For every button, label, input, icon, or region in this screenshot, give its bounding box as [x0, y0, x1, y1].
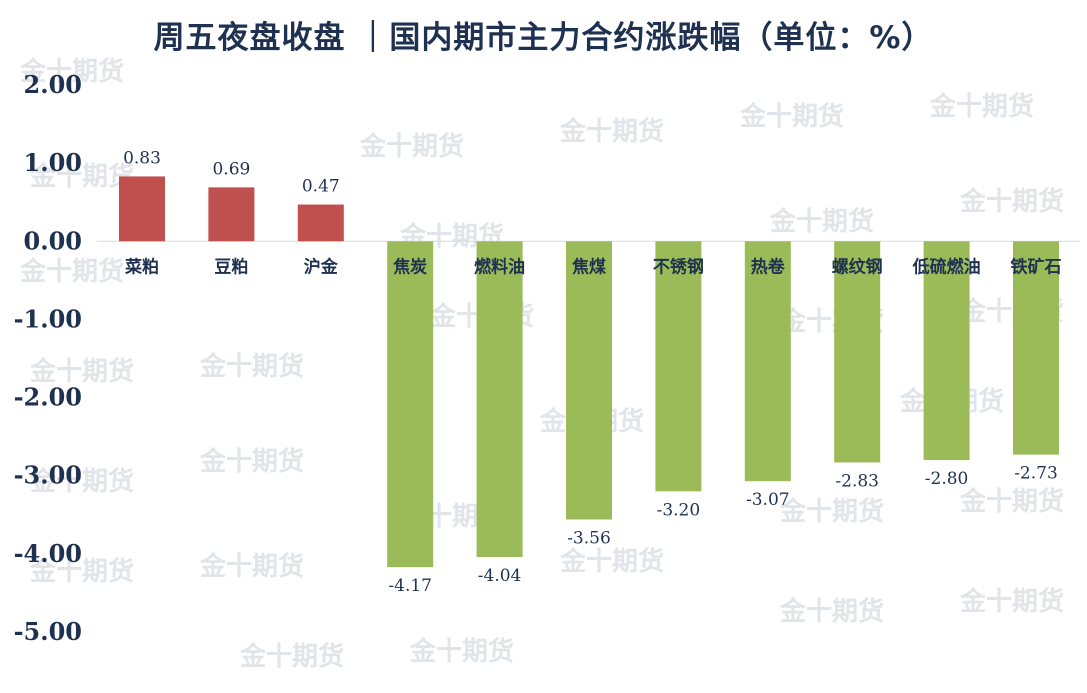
category-label: 燃料油 — [474, 256, 525, 277]
bar — [923, 241, 970, 461]
watermark-text: 金十期货 — [959, 186, 1064, 217]
watermark-text: 金十期货 — [29, 356, 134, 387]
bar — [566, 241, 612, 520]
category-label: 豆粕 — [214, 256, 248, 277]
bar — [208, 187, 255, 242]
watermark-text: 金十期货 — [29, 466, 134, 497]
y-tick-label: -3.00 — [14, 461, 82, 490]
watermark-text: 金十期货 — [559, 116, 664, 147]
data-label: -3.20 — [657, 500, 701, 520]
watermark-text: 金十期货 — [199, 351, 304, 382]
data-label: -4.17 — [388, 576, 432, 596]
watermark-text: 金十期货 — [359, 131, 464, 162]
data-label: -2.83 — [835, 471, 879, 491]
bars — [119, 176, 1059, 568]
bar — [119, 176, 165, 242]
category-label: 焦炭 — [392, 256, 427, 277]
y-tick-label: -1.00 — [14, 304, 82, 333]
watermark-text: 金十期货 — [959, 486, 1064, 517]
data-label: -3.56 — [567, 528, 611, 548]
y-tick-label: -5.00 — [14, 617, 82, 646]
bar — [387, 241, 434, 568]
data-label: 0.83 — [123, 148, 161, 168]
category-label: 热卷 — [751, 256, 786, 277]
data-label: -4.04 — [478, 566, 522, 586]
data-label: 0.47 — [302, 177, 340, 197]
watermark-text: 金十期货 — [199, 551, 304, 582]
category-label: 不锈钢 — [653, 256, 704, 277]
watermark-text: 金十期货 — [769, 206, 874, 237]
watermark-text: 金十期货 — [559, 546, 664, 577]
bar — [834, 241, 881, 463]
y-tick-label: 2.00 — [24, 70, 82, 99]
category-label: 焦煤 — [571, 256, 606, 277]
watermark-text: 金十期货 — [29, 556, 134, 587]
data-label: -3.07 — [746, 490, 790, 510]
data-label: -2.73 — [1014, 464, 1058, 484]
watermark-text: 金十期货 — [29, 161, 134, 192]
watermark-text: 金十期货 — [19, 56, 124, 87]
watermark-text: 金十期货 — [779, 596, 884, 627]
y-axis: 2.00 1.00 0.00 -1.00 -2.00 -3.00 -4.00 -5.00 — [14, 70, 1080, 646]
y-tick-label: -4.00 — [14, 539, 82, 568]
data-label: 0.69 — [212, 159, 250, 179]
watermark-text: 金十期货 — [199, 446, 304, 477]
watermark-text: 金十期货 — [959, 586, 1064, 617]
category-label: 低硫燃油 — [912, 256, 981, 277]
bar — [655, 241, 702, 492]
bar — [744, 241, 791, 482]
y-tick-label: 1.00 — [24, 148, 82, 177]
watermark-text: 金十期货 — [409, 636, 514, 667]
bar — [1013, 241, 1059, 455]
chart-title: 周五夜盘收盘 ｜国内期市主力合约涨跌幅（单位：%） — [153, 20, 934, 56]
labels: 菜粕 0.83 豆粕 0.69 沪金 0.47 焦炭 -4.17 燃料油 -4.04 焦煤 -3.56… — [123, 148, 1061, 596]
category-label: 菜粕 — [124, 256, 159, 277]
category-label: 螺纹钢 — [832, 256, 883, 277]
category-label: 沪金 — [304, 256, 339, 277]
watermark-text: 金十期货 — [19, 256, 124, 287]
bar — [476, 241, 523, 557]
y-tick-label: -2.00 — [14, 383, 82, 412]
watermark-text: 金十期货 — [739, 101, 844, 132]
bar — [297, 204, 344, 242]
category-label: 铁矿石 — [1011, 256, 1062, 277]
y-tick-label: 0.00 — [24, 226, 82, 255]
watermark-text: 金十期货 — [239, 641, 344, 672]
data-label: -2.80 — [925, 469, 969, 489]
watermark-text: 金十期货 — [929, 91, 1034, 122]
watermark-text: 金十期货 — [779, 496, 884, 527]
